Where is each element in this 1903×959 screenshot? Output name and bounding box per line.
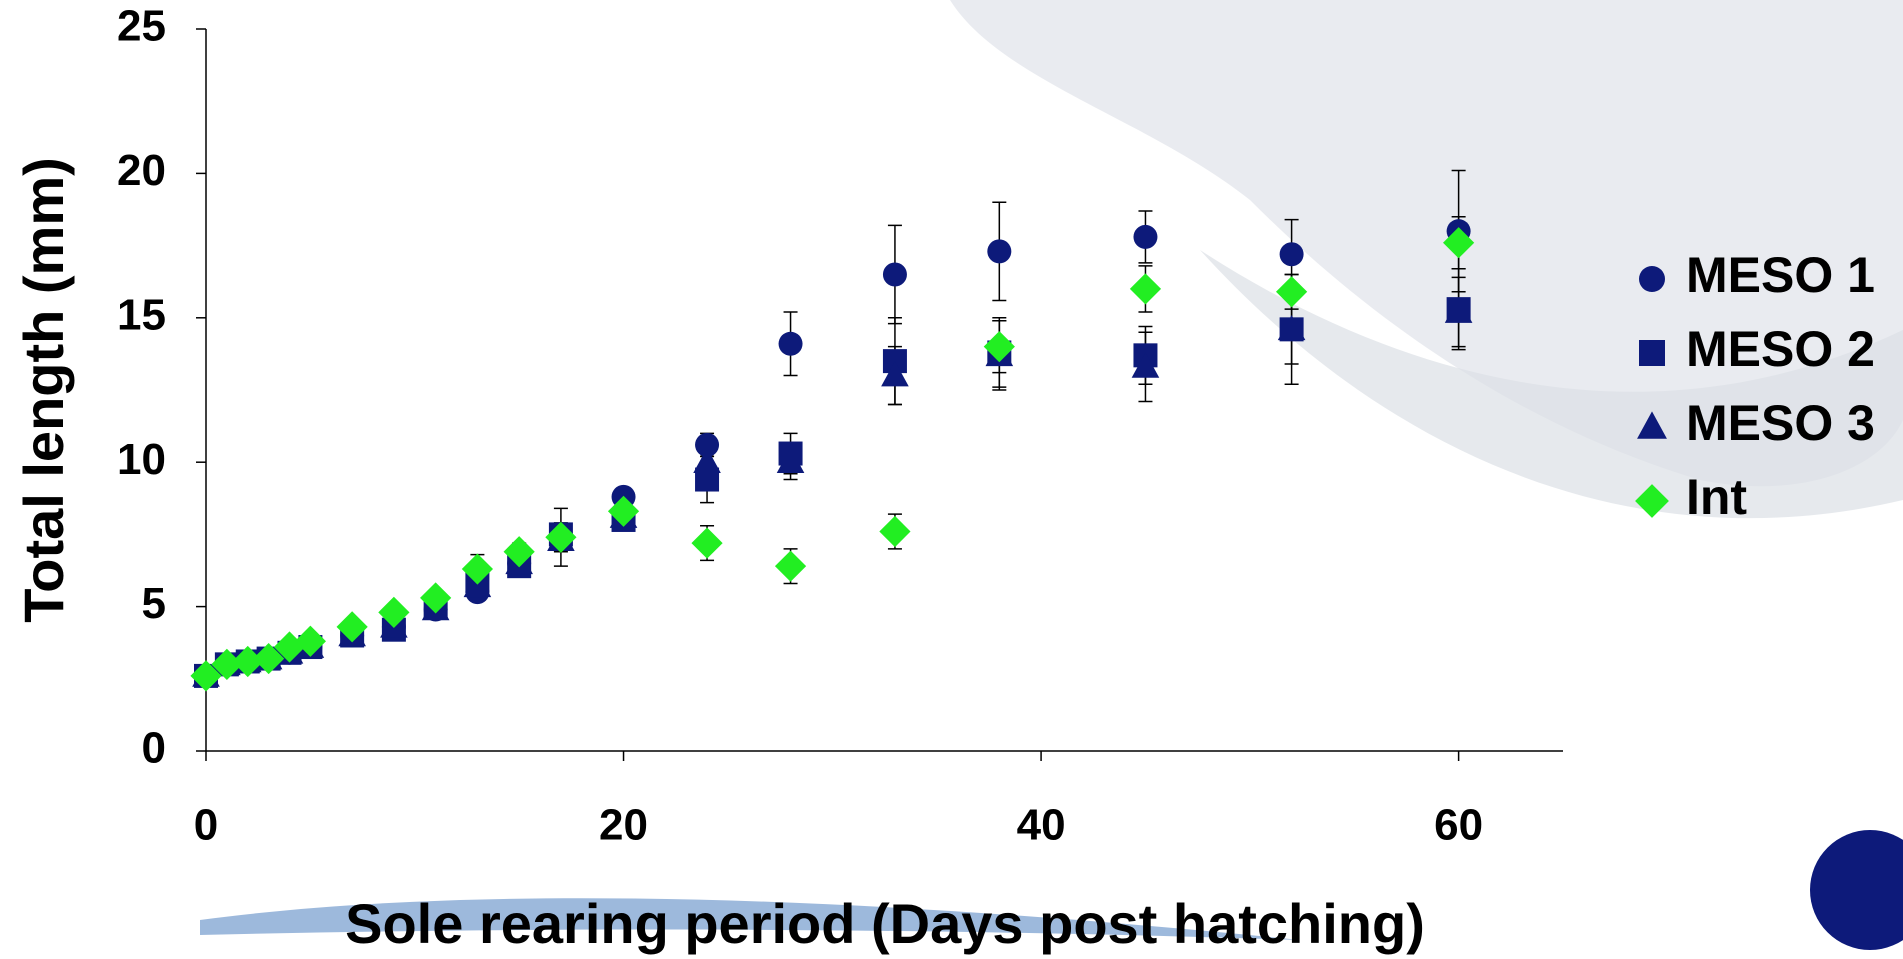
y-axis-title: Total length (mm) — [12, 157, 75, 623]
legend-label: Int — [1686, 469, 1747, 525]
legend-marker — [1635, 484, 1669, 518]
data-point — [253, 642, 285, 675]
y-tick-label: 10 — [117, 435, 166, 484]
x-tick-label: 20 — [599, 801, 648, 850]
data-point — [336, 611, 368, 643]
data-point — [190, 660, 222, 692]
data-point — [294, 625, 326, 657]
y-tick-label: 20 — [117, 146, 166, 195]
data-point — [378, 596, 410, 628]
x-tick-label: 60 — [1434, 801, 1483, 850]
legend-marker — [1639, 266, 1665, 292]
data-point — [1276, 276, 1308, 308]
x-tick-label: 0 — [194, 801, 218, 850]
legend-label: MESO 2 — [1686, 321, 1875, 377]
data-point — [461, 553, 493, 585]
data-point — [693, 447, 721, 473]
data-point — [1443, 227, 1475, 259]
y-tick-label: 15 — [117, 290, 166, 339]
data-point — [778, 331, 803, 356]
data-point — [882, 262, 907, 287]
data-point — [881, 361, 909, 387]
data-point — [774, 550, 807, 582]
data-point — [879, 515, 911, 548]
data-point — [691, 527, 723, 559]
legend-label: MESO 3 — [1686, 395, 1875, 451]
data-point — [1133, 224, 1158, 249]
data-point — [1129, 273, 1162, 305]
y-tick-label: 0 — [142, 724, 166, 773]
data-point — [695, 432, 720, 457]
data-point — [1131, 352, 1160, 378]
data-point — [1444, 297, 1473, 323]
x-axis-title: Sole rearing period (Days post hatching) — [345, 892, 1425, 955]
legend-marker — [1639, 340, 1665, 366]
data-point — [1277, 314, 1306, 341]
data-point — [545, 521, 577, 553]
data-point — [987, 239, 1012, 264]
legend-marker — [1637, 411, 1667, 439]
data-point — [1279, 242, 1304, 267]
y-tick-label: 25 — [117, 2, 166, 51]
legend-label: MESO 1 — [1686, 247, 1875, 303]
data-point — [776, 447, 805, 473]
data-point — [503, 536, 535, 568]
data-point — [211, 648, 243, 680]
x-tick-label: 40 — [1017, 801, 1066, 850]
y-tick-label: 5 — [142, 579, 166, 628]
data-point — [607, 495, 640, 527]
data-point — [983, 331, 1015, 363]
data-point — [232, 645, 264, 678]
data-point — [420, 582, 452, 614]
